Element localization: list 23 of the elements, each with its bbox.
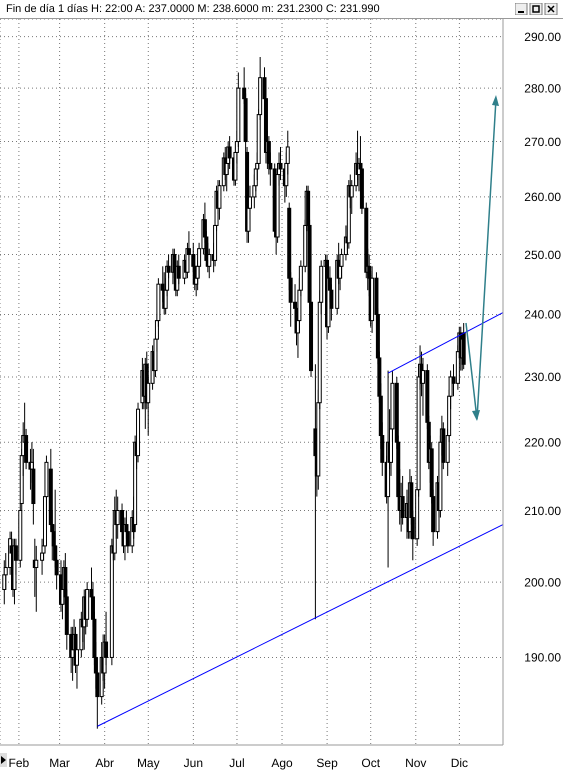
chart-title: Fin de día 1 días H: 22:00 A: 237.0000 M: 238.6000 m: 231.2300 C: 231.990 <box>5 3 380 15</box>
y-tick-label: 280.00 <box>524 81 562 96</box>
y-tick-label: 210.00 <box>524 504 562 518</box>
x-tick-label: Jul <box>229 756 245 770</box>
y-tick-label: 260.00 <box>524 190 562 204</box>
x-tick-label: Abr <box>95 756 114 770</box>
y-tick-label: 240.00 <box>524 308 562 322</box>
x-tick-label: Mar <box>49 756 70 770</box>
x-tick-label: Nov <box>405 756 426 770</box>
y-tick-label: 270.00 <box>524 134 562 149</box>
x-tick-label: Oct <box>361 756 381 770</box>
x-tick-label: Feb <box>8 756 30 770</box>
y-tick-label: 200.00 <box>524 575 562 590</box>
y-tick-label: 190.00 <box>524 650 562 665</box>
x-tick-label: Sep <box>316 756 338 770</box>
y-tick-label: 290.00 <box>524 30 562 44</box>
y-tick-label: 230.00 <box>524 370 562 384</box>
x-tick-label: May <box>136 756 160 770</box>
x-tick-label: Dic <box>450 756 468 770</box>
y-tick-label: 250.00 <box>524 248 562 262</box>
y-tick-label: 220.00 <box>524 435 562 450</box>
x-tick-label: Ago <box>271 756 294 770</box>
x-tick-label: Jun <box>184 756 204 770</box>
